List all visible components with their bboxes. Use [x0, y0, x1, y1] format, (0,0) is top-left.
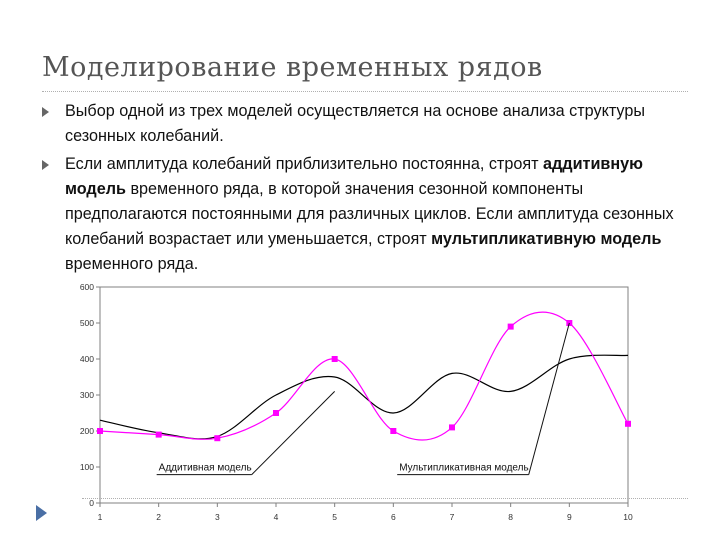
series-point-2 — [214, 435, 221, 442]
x-tick-label: 9 — [567, 512, 572, 522]
bullet-arrow-icon — [42, 160, 49, 170]
annotation-leader-2 — [528, 322, 570, 475]
bullet-text: Если амплитуда колебаний приблизительно … — [65, 155, 544, 173]
x-tick-label: 3 — [215, 512, 220, 522]
line-chart: 0 100 200 300 400 500 600 1 2 3 4 5 6 7 8 9 10 Аддитивная… — [80, 282, 633, 522]
series-point-2 — [155, 431, 162, 438]
bullet-text: Выбор одной из трех моделей осуществляет… — [65, 102, 645, 145]
series-point-2 — [625, 420, 631, 427]
x-tick-label: 4 — [274, 512, 279, 522]
series-point-2 — [390, 428, 397, 434]
x-tick-label: 1 — [98, 512, 103, 522]
bullet-text: временного ряда, в которой значения сезо… — [65, 180, 674, 248]
y-tick-label: 200 — [80, 426, 94, 436]
bullet-list: Выбор одной из трех моделей осуществляет… — [42, 99, 682, 280]
x-tick-label: 5 — [332, 512, 337, 522]
annotation-leader-1 — [251, 391, 336, 475]
y-tick-label: 0 — [89, 498, 94, 508]
x-tick-label: 6 — [391, 512, 396, 522]
y-tick-label: 300 — [80, 390, 94, 400]
x-tick-label: 7 — [450, 512, 455, 522]
slide-title: Моделирование временных рядов — [42, 52, 543, 83]
y-tick-label: 400 — [80, 354, 94, 364]
bullet-text: временного ряда. — [65, 255, 199, 273]
y-tick-label: 100 — [80, 462, 94, 472]
y-tick-label: 600 — [80, 282, 94, 292]
annotation-label-1: Аддитивная модель — [159, 463, 252, 474]
series-point-2 — [331, 356, 338, 362]
slide-nav-arrow-icon — [36, 505, 47, 521]
series-point-2 — [97, 428, 103, 434]
series-point-2 — [507, 323, 514, 330]
x-tick-label: 10 — [623, 512, 633, 522]
annotation-label-2: Мультипликативная модель — [399, 463, 529, 474]
series-point-2 — [273, 410, 279, 416]
additive-model-term: аддитивную модель — [65, 155, 643, 198]
x-tick-label: 2 — [156, 512, 161, 522]
bullet-arrow-icon — [42, 107, 49, 117]
series-point-2 — [566, 320, 573, 326]
plot-area — [99, 286, 629, 504]
series-point-2 — [449, 424, 455, 431]
multiplicative-model-term: мультипликативную модель — [431, 230, 662, 248]
x-tick-label: 8 — [508, 512, 513, 522]
footer-divider — [82, 498, 688, 499]
y-tick-label: 500 — [80, 318, 94, 328]
bullet-item-1: Выбор одной из трех моделей осуществляет… — [42, 99, 682, 149]
title-divider — [42, 91, 688, 92]
series-line-2 — [99, 311, 629, 441]
bullet-item-2: Если амплитуда колебаний приблизительно … — [42, 152, 682, 277]
